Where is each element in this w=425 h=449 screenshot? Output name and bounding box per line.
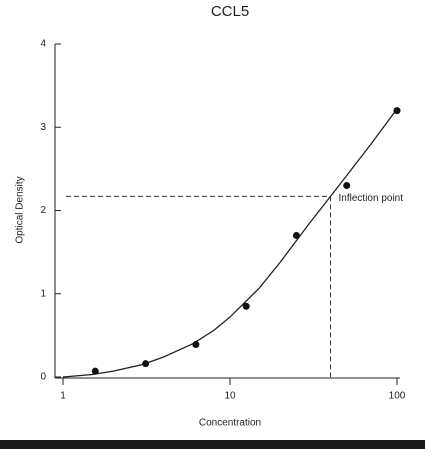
annotation: Inflection point [339,193,404,204]
y-tick-label: 4 [40,39,46,50]
chart-title: CCL5 [211,3,249,20]
point [343,182,351,190]
fit-curve [62,108,398,378]
point [91,367,99,375]
y-tick-label: 0 [40,372,46,383]
point [192,341,200,349]
x-tick-label: 10 [224,391,236,402]
bottom-bar [0,440,425,449]
y-tick-label: 2 [40,205,46,216]
point [393,107,401,115]
point [142,360,150,368]
point [242,302,250,310]
point [292,231,300,239]
x-tick-label: 100 [389,391,406,402]
x-axis-label: Concentration [199,418,261,429]
y-tick-label: 3 [40,122,46,133]
y-axis-label: Optical Density [15,176,26,243]
y-tick-label: 1 [40,288,46,299]
x-tick-label: 1 [60,391,66,402]
